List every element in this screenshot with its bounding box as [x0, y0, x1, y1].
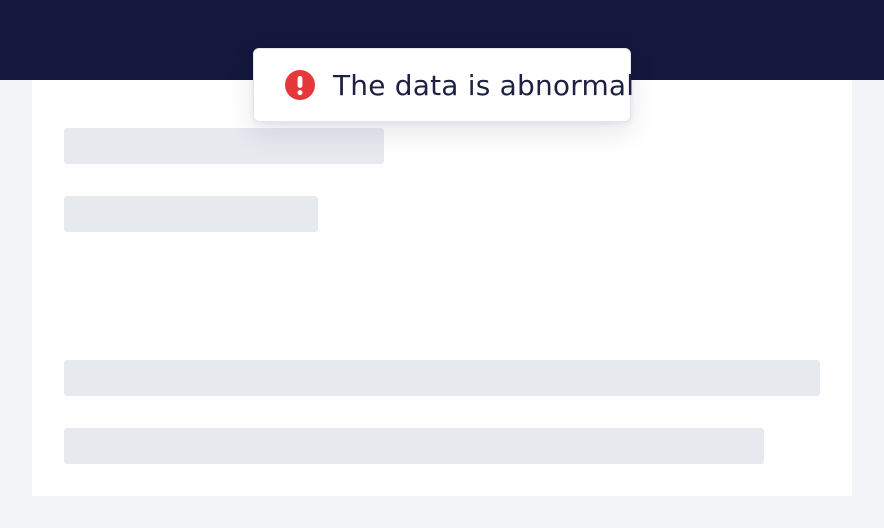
skeleton-placeholder-line: [64, 360, 820, 396]
skeleton-placeholder-line: [64, 428, 764, 464]
skeleton-placeholder-title: [64, 128, 384, 164]
exclamation-circle-icon: [285, 70, 315, 100]
skeleton-placeholder-subtitle: [64, 196, 318, 232]
toast-message-text: The data is abnormal: [333, 68, 635, 102]
error-toast-message: The data is abnormal: [253, 48, 635, 122]
content-card: [32, 80, 852, 496]
